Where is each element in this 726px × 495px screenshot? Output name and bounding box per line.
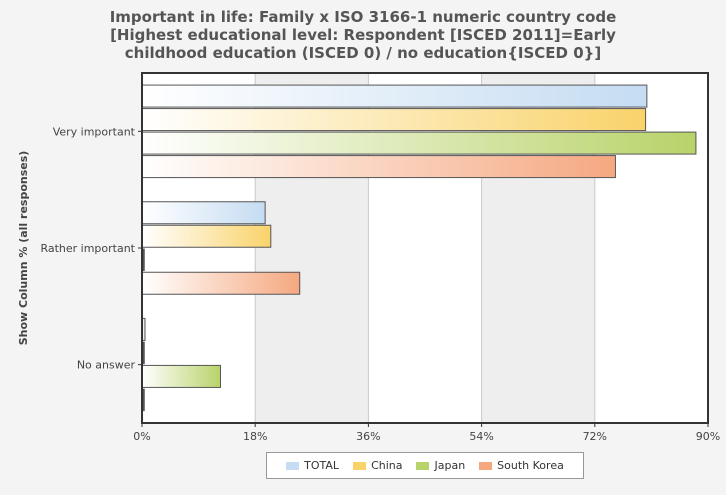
legend-swatch [353,461,367,470]
plot-area [142,73,708,423]
bar-south-korea-rather-important[interactable] [142,271,301,295]
legend-swatch [416,461,430,470]
x-tick-label: 0% [133,430,150,443]
category-label: Rather important [40,242,135,255]
chart-title-line-1: Important in life: Family x ISO 3166-1 n… [109,8,617,26]
legend-item-japan[interactable]: Japan [416,459,465,472]
bar-china-very-important[interactable] [142,108,647,132]
chart-title: Important in life: Family x ISO 3166-1 n… [0,8,726,62]
grid-band [481,73,595,423]
legend-swatch [286,461,300,470]
chart-title-line-2: [Highest educational level: Respondent [… [110,26,616,44]
x-tick-label: 90% [696,430,720,443]
plot-background [142,73,708,423]
legend-label: TOTAL [304,459,340,472]
bar-total-very-important[interactable] [142,84,648,108]
bar-total-rather-important[interactable] [142,201,266,225]
bar-japan-no-answer[interactable] [142,364,221,388]
axes: Very important Rather important No answer 0… [40,72,720,443]
legend: TOTAL China Japan South Korea [266,452,584,479]
legend-label: South Korea [497,459,564,472]
x-tick-label: 18% [243,430,267,443]
legend-label: China [371,459,403,472]
legend-item-china[interactable]: China [353,459,402,472]
plot-frame [141,72,709,424]
bar-south-korea-very-important[interactable] [142,155,616,179]
gridlines [254,73,596,423]
category-label: No answer [77,359,136,372]
x-tick-label: 54% [469,430,493,443]
y-axis-title: Show Column % (all responses) [17,151,30,346]
category-label: Very important [53,125,136,138]
legend-item-total[interactable]: TOTAL [286,459,339,472]
x-tick-label: 72% [583,430,607,443]
grid-band [255,73,369,423]
bar-japan-very-important[interactable] [142,131,697,155]
legend-swatch [479,461,493,470]
bar-china-rather-important[interactable] [142,224,272,248]
legend-item-south-korea[interactable]: South Korea [479,459,564,472]
chart-title-line-3: childhood education (ISCED 0) / no educa… [124,44,602,62]
legend-label: Japan [434,459,466,472]
x-tick-label: 36% [356,430,380,443]
